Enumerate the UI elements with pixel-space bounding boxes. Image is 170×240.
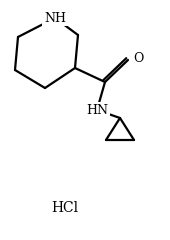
- Text: HCl: HCl: [52, 201, 79, 215]
- Text: NH: NH: [44, 12, 66, 24]
- Text: O: O: [133, 53, 143, 66]
- Text: HN: HN: [86, 103, 108, 116]
